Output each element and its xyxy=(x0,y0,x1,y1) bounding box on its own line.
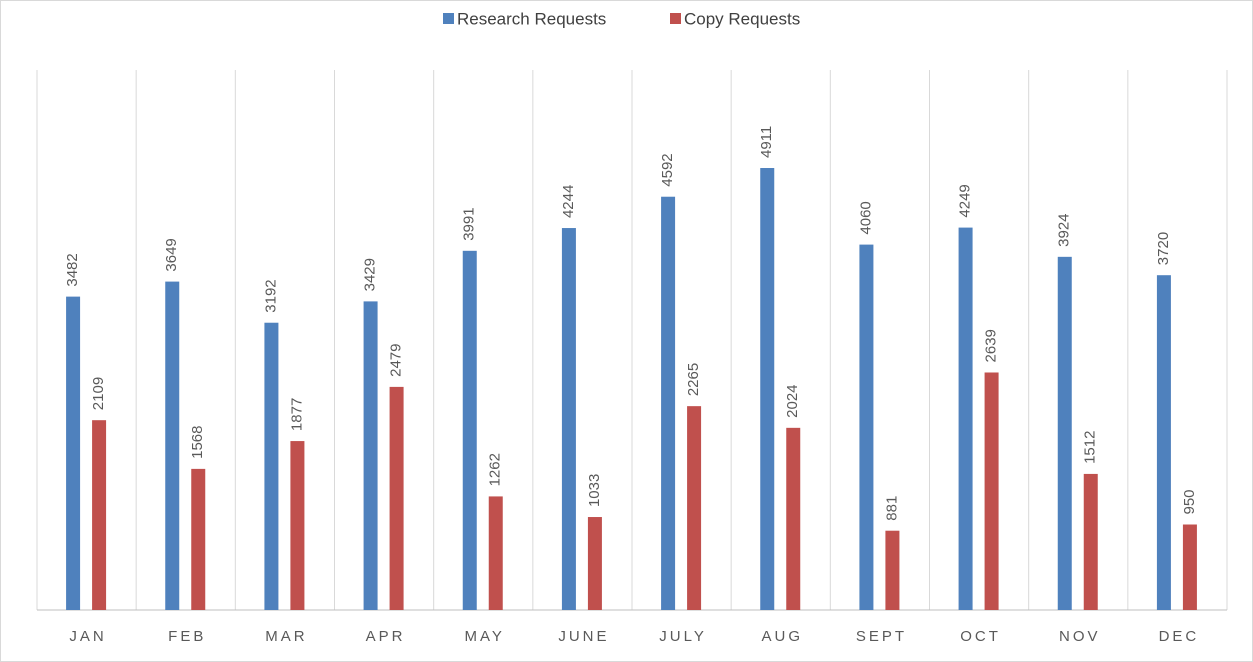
bar xyxy=(92,420,107,610)
bar xyxy=(885,530,900,610)
data-label: 2479 xyxy=(388,344,405,377)
bar xyxy=(587,517,602,610)
data-label: 2024 xyxy=(784,384,801,417)
data-label: 881 xyxy=(883,496,900,521)
x-tick-label: SEPT xyxy=(856,628,907,645)
bar xyxy=(1156,275,1171,610)
data-label: 1512 xyxy=(1082,431,1099,464)
data-label: 3720 xyxy=(1155,232,1172,265)
bar xyxy=(264,322,279,610)
bar xyxy=(462,250,477,610)
data-label: 4244 xyxy=(560,185,577,218)
data-label: 4249 xyxy=(957,184,974,217)
x-tick-label: AUG xyxy=(761,628,803,645)
data-label: 2265 xyxy=(685,363,702,396)
bar xyxy=(1182,524,1197,610)
legend-swatch xyxy=(443,13,454,24)
bar xyxy=(290,441,305,610)
legend-swatch xyxy=(670,13,681,24)
bar xyxy=(191,468,206,610)
data-label: 2109 xyxy=(90,377,107,410)
bar xyxy=(363,301,378,610)
data-label: 1877 xyxy=(288,398,305,431)
bar xyxy=(984,372,999,610)
x-tick-label: MAY xyxy=(465,628,505,645)
x-tick-label: APR xyxy=(366,628,406,645)
bar xyxy=(488,496,503,610)
x-tick-label: DEC xyxy=(1159,628,1200,645)
legend-label: Copy Requests xyxy=(684,9,800,28)
data-label: 4592 xyxy=(659,153,676,186)
x-tick-label: JUNE xyxy=(558,628,609,645)
data-label: 2639 xyxy=(983,329,1000,362)
bar xyxy=(561,228,576,611)
bar xyxy=(389,386,404,610)
x-tick-label: MAR xyxy=(265,628,307,645)
x-tick-label: JAN xyxy=(69,628,106,645)
data-label: 3991 xyxy=(461,207,478,240)
x-tick-label: JULY xyxy=(659,628,707,645)
bar xyxy=(1057,256,1072,610)
legend-label: Research Requests xyxy=(457,9,606,28)
bar xyxy=(859,244,874,610)
bar xyxy=(760,168,775,610)
data-label: 950 xyxy=(1181,489,1198,514)
bar xyxy=(786,427,801,610)
bar xyxy=(66,296,81,610)
bar xyxy=(1083,473,1098,610)
bar xyxy=(687,406,702,610)
bar xyxy=(661,196,676,610)
x-tick-label: OCT xyxy=(960,628,1001,645)
data-label: 1262 xyxy=(487,453,504,486)
x-tick-label: NOV xyxy=(1059,628,1101,645)
bar xyxy=(165,281,180,610)
data-label: 1568 xyxy=(189,426,206,459)
x-tick-label: FEB xyxy=(168,628,206,645)
data-label: 4060 xyxy=(857,201,874,234)
data-label: 3482 xyxy=(64,253,81,286)
data-label: 3924 xyxy=(1056,213,1073,246)
data-label: 3649 xyxy=(163,238,180,271)
bar xyxy=(958,227,973,610)
data-label: 4911 xyxy=(758,126,775,158)
data-label: 3429 xyxy=(362,258,379,291)
data-label: 3192 xyxy=(262,279,279,312)
data-label: 1033 xyxy=(586,474,603,507)
